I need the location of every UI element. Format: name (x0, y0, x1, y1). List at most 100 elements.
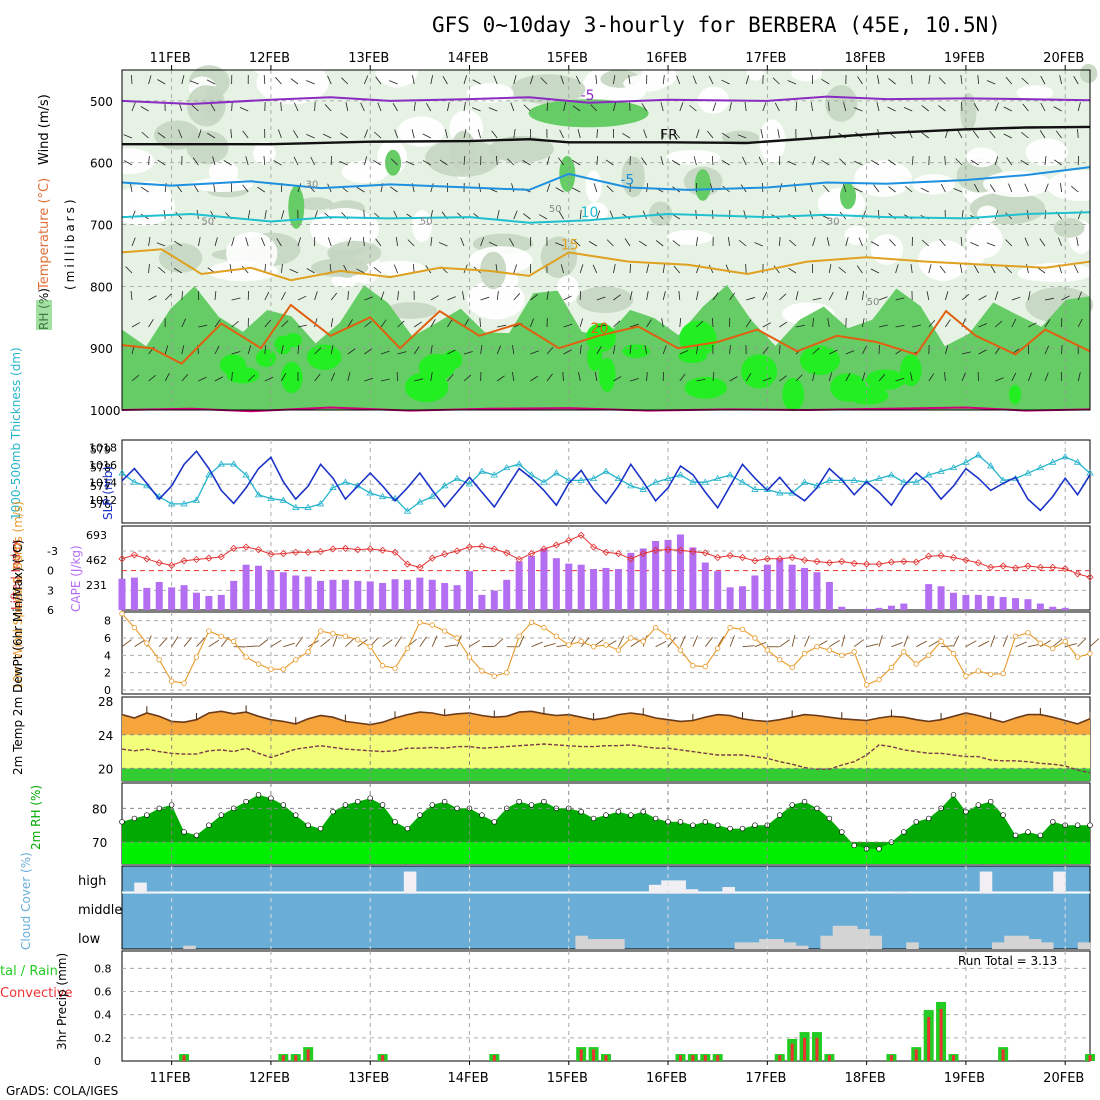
wind-barb (788, 239, 797, 247)
thickness-point (316, 500, 325, 507)
li-point (714, 553, 722, 562)
precip-convective-bar (951, 1055, 955, 1061)
rh-bright-patch (678, 349, 707, 364)
below-20-band (122, 768, 1090, 781)
wind-barb (594, 372, 598, 382)
wind-barb (472, 107, 481, 112)
wind-barb (306, 134, 315, 139)
wind-barb (546, 347, 554, 355)
cape-bar (428, 579, 436, 610)
rh-bright-patch (799, 345, 840, 376)
rh-patch (966, 147, 998, 168)
wind-barb (362, 237, 365, 247)
wind-barb (347, 319, 353, 328)
wind-barb (1058, 237, 1062, 247)
wind-barb (812, 297, 822, 301)
wind-barb (1024, 237, 1029, 247)
wind-barb (606, 239, 614, 247)
wind-speed-point (379, 663, 386, 669)
wind-barb (743, 210, 747, 220)
precip-convective-bar (281, 1055, 285, 1061)
rh-point (479, 812, 485, 818)
li-point (962, 556, 970, 564)
wind-barb (938, 77, 946, 85)
li-point (1011, 564, 1020, 572)
wind-barb (921, 132, 930, 139)
rh-patch (791, 65, 822, 82)
wind-barb (314, 347, 322, 355)
wind-barb-10m (990, 635, 996, 647)
rh-point (379, 802, 386, 808)
cloud-high-bar (661, 880, 674, 894)
wind-barb (870, 241, 880, 247)
wind-barb (862, 210, 867, 220)
chart-title: GFS 0~10day 3-hourly for BERBERA (45E, 1… (432, 13, 1001, 37)
wind-barb (858, 237, 863, 247)
wind-barb (327, 75, 332, 85)
wind-barb (356, 186, 365, 193)
wind-speed-point (652, 624, 659, 631)
wind-barb (774, 102, 780, 112)
cape-bar (838, 606, 846, 610)
thickness-point (292, 503, 300, 510)
wind-barb-10m (916, 640, 928, 648)
wind-barb (878, 296, 888, 301)
wind-barb (364, 321, 372, 328)
wind-barb (592, 264, 598, 274)
wind-speed-point (876, 676, 882, 683)
wind-barb-10m (382, 639, 393, 648)
cape-bar (1061, 607, 1069, 610)
wind-barb (712, 292, 719, 301)
cape-tick: 231 (86, 579, 107, 592)
li-point (527, 550, 536, 558)
wind-barb (1044, 297, 1054, 301)
wind-barb (641, 103, 647, 112)
slp-tick: 1012 (89, 494, 117, 507)
wind-barb (903, 107, 913, 112)
li-point (403, 560, 412, 568)
upper-air-y-tick: 600 (90, 157, 113, 171)
wind-barb (322, 133, 332, 139)
rh-point (417, 812, 423, 818)
wind-axis-label: 10m Wind Speed & Barbs (m/s) (11, 501, 25, 690)
cape-bar (118, 578, 126, 610)
wind-barb (1055, 130, 1062, 139)
wind-barb (496, 375, 505, 382)
wind-barb (1020, 159, 1029, 166)
wind-barb (405, 161, 415, 166)
upper-air-y-tick: 800 (90, 280, 113, 294)
li-point (441, 550, 449, 558)
wind-speed-point (429, 622, 435, 628)
wind-speed-point (230, 638, 237, 645)
rh-patch (960, 92, 977, 132)
wind-barb (164, 345, 169, 355)
rh-point (429, 802, 436, 808)
upper-air-ylabel: RH (%)Temperature (°C)Wind (m/s)(milliba… (36, 94, 77, 330)
li-point (602, 548, 610, 556)
cloud-low-bar (575, 935, 588, 949)
10m-wind-panel: 0 2 4 6 8 (104, 611, 1100, 697)
cloud-low-bar (1016, 935, 1030, 949)
wind-barb (123, 134, 133, 139)
top-date-label: 12FEB (249, 51, 290, 66)
wind-barb (131, 322, 141, 328)
wind-barb (289, 268, 299, 274)
cloud-high-bar (673, 880, 686, 894)
wind-barb (356, 268, 365, 274)
wind-barb (314, 373, 321, 382)
rh-contour-label: 50 (420, 217, 433, 228)
wind-barb (223, 160, 232, 166)
rh-point (1074, 822, 1081, 828)
li-point (738, 553, 747, 562)
cloud-axis-label: Cloud Cover (%) (19, 852, 33, 950)
thickness-point (639, 485, 647, 492)
wind-barb-10m (928, 640, 940, 648)
wind-barb (510, 102, 515, 112)
wind-barb (779, 321, 788, 328)
thickness-point (1073, 458, 1082, 465)
pressure-unit-label: (millibars) (63, 196, 77, 290)
wind-barb (857, 76, 863, 85)
wind-barb (712, 102, 717, 112)
thickness-point (862, 478, 871, 485)
wind-barb (292, 130, 299, 139)
